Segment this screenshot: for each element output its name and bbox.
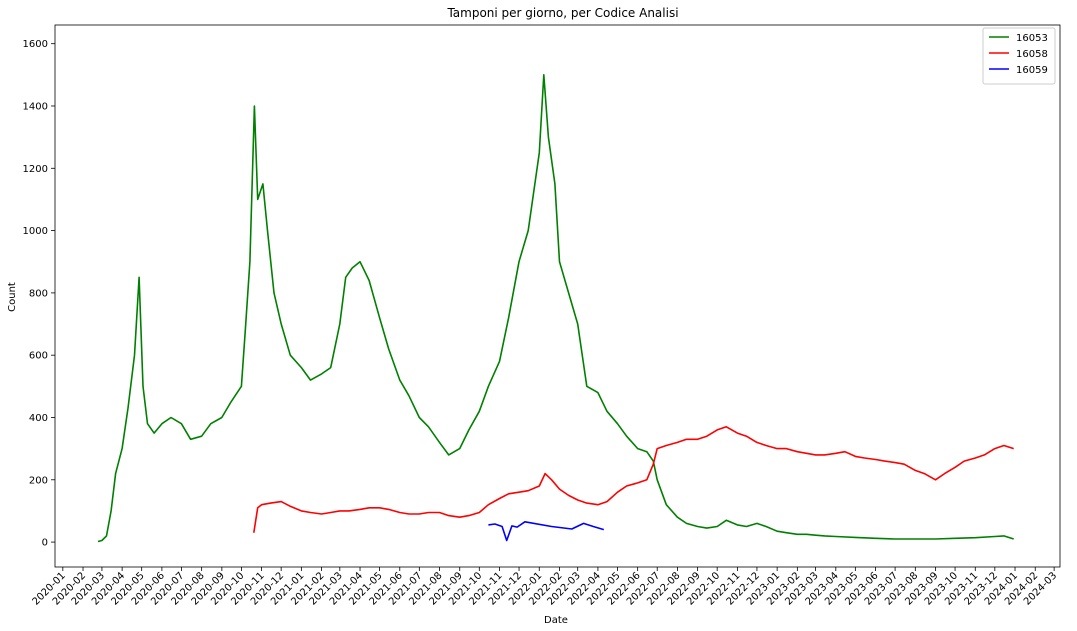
y-tick-label: 1400 bbox=[23, 101, 48, 112]
x-axis: 2020-012020-022020-032020-042020-052020-… bbox=[31, 567, 1059, 608]
series-line-16058 bbox=[253, 425, 1014, 533]
legend-label-16058: 16058 bbox=[1016, 49, 1048, 60]
y-axis: 0 200 400 600 800 1000 1200 1400 1600 bbox=[23, 39, 55, 549]
legend: 16053 16058 16059 bbox=[982, 27, 1056, 85]
plot-area bbox=[54, 24, 1061, 568]
chart-title: Tamponi per giorno, per Codice Analisi bbox=[446, 6, 678, 20]
y-tick-label: 0 bbox=[42, 538, 48, 549]
y-axis-label: Count bbox=[7, 282, 18, 312]
y-tick-label: 600 bbox=[29, 351, 48, 362]
series-line-16059 bbox=[488, 520, 605, 542]
x-axis-label: Date bbox=[544, 615, 568, 626]
legend-box bbox=[982, 27, 1056, 85]
y-tick-label: 1200 bbox=[23, 164, 48, 175]
y-tick-label: 200 bbox=[29, 475, 48, 486]
y-tick-label: 800 bbox=[29, 288, 48, 299]
legend-label-16053: 16053 bbox=[1016, 33, 1048, 44]
legend-label-16059: 16059 bbox=[1016, 65, 1048, 76]
y-tick-label: 1600 bbox=[23, 39, 48, 50]
y-tick-label: 400 bbox=[29, 413, 48, 424]
plot-frame bbox=[54, 24, 1061, 568]
y-tick-label: 1000 bbox=[23, 226, 48, 237]
series-line-16053 bbox=[97, 74, 1014, 543]
